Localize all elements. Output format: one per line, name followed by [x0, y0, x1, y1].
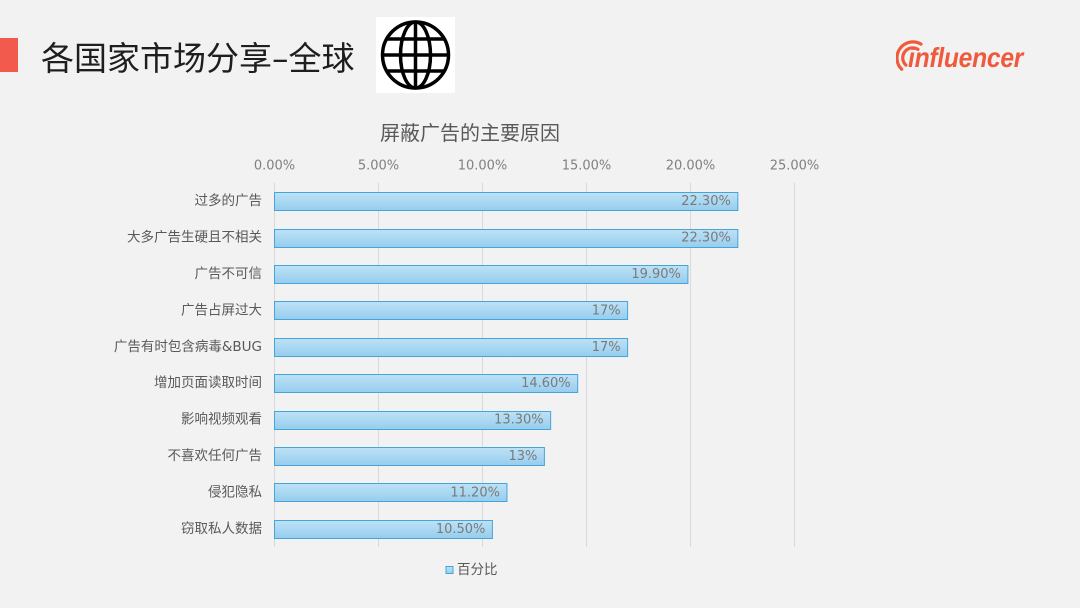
- data-label: 11.20%: [450, 485, 500, 500]
- x-tick-label: 5.00%: [358, 159, 399, 174]
- legend-label: 百分比: [457, 562, 498, 578]
- category-label: 广告占屏过大: [181, 302, 262, 318]
- data-label: 10.50%: [436, 522, 486, 537]
- category-label: 增加页面读取时间: [154, 375, 262, 391]
- bar: [274, 483, 508, 502]
- logo-wordmark: influencer: [908, 42, 1024, 73]
- x-axis-tick-labels: 0.00% 5.00% 10.00% 15.00% 20.00% 25.00%: [254, 159, 819, 174]
- data-label: 17%: [592, 303, 621, 318]
- bar: [274, 301, 629, 320]
- signal-arcs-icon: [896, 40, 923, 71]
- data-label: 17%: [592, 340, 621, 355]
- bar: [274, 411, 552, 430]
- bar: [274, 374, 579, 393]
- category-label: 广告不可信: [195, 266, 263, 282]
- category-label: 窃取私人数据: [181, 521, 262, 537]
- category-label: 侵犯隐私: [208, 483, 262, 500]
- category-label: 大多广告生硬且不相关: [127, 229, 262, 246]
- category-label: 过多的广告: [195, 192, 263, 209]
- bar: [274, 447, 545, 466]
- globe-image-frame: [376, 17, 455, 93]
- bar: [274, 520, 493, 539]
- legend-swatch: [445, 566, 454, 574]
- bars: [274, 192, 739, 539]
- data-label: 14.60%: [521, 376, 571, 391]
- data-labels: 22.30% 22.30% 19.90% 17% 17% 14.60% 13.30% 13% 1…: [436, 194, 731, 537]
- bar: [274, 229, 739, 248]
- data-label: 19.90%: [631, 267, 681, 282]
- slide-title: 各国家市场分享–全球: [41, 39, 355, 78]
- category-label: 广告有时包含病毒&BUG: [114, 339, 262, 355]
- x-tick-label: 0.00%: [254, 159, 295, 174]
- chart-title: 屏蔽广告的主要原因: [380, 121, 560, 145]
- data-label: 22.30%: [681, 231, 731, 246]
- x-tick-label: 25.00%: [770, 159, 820, 174]
- legend: 百分比: [445, 562, 498, 578]
- data-label: 13%: [508, 449, 537, 464]
- bar: [274, 338, 629, 357]
- globe-icon: [380, 20, 451, 90]
- x-tick-label: 15.00%: [562, 159, 612, 174]
- data-label: 22.30%: [681, 194, 731, 209]
- bar: [274, 265, 689, 284]
- category-label: 影响视频观看: [181, 412, 262, 428]
- title-accent-bar: [0, 38, 18, 72]
- category-label: 不喜欢任何广告: [168, 448, 263, 464]
- bar: [274, 192, 739, 211]
- data-label: 13.30%: [494, 413, 544, 428]
- x-tick-label: 10.00%: [458, 159, 508, 174]
- x-tick-label: 20.00%: [666, 159, 716, 174]
- influencer-logo: influencer: [896, 38, 1036, 78]
